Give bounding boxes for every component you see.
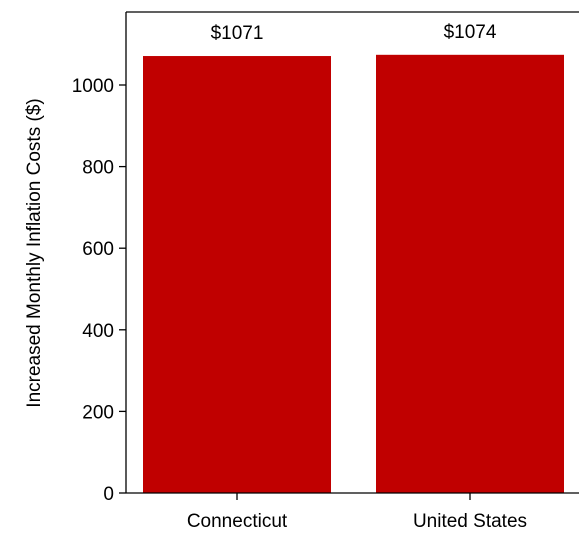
bars-layer <box>143 54 564 494</box>
x-tick-label: United States <box>413 511 527 532</box>
plot-frame <box>125 11 579 494</box>
bar-value-label: $1071 <box>211 23 264 44</box>
y-tick-label: 0 <box>103 484 114 505</box>
x-axis-ticks: Connecticut United States <box>187 493 527 532</box>
bar-value-label: $1074 <box>444 22 497 43</box>
bar-united-states <box>376 54 564 494</box>
y-tick-label: 1000 <box>72 76 114 97</box>
bar-connecticut <box>143 56 331 493</box>
y-tick-label: 200 <box>82 402 114 423</box>
y-tick-label: 800 <box>82 158 114 179</box>
y-tick-label: 600 <box>82 239 114 260</box>
y-axis-title: Increased Monthly Inflation Costs ($) <box>24 98 45 407</box>
x-tick-label: Connecticut <box>187 511 288 532</box>
y-axis-ticks: 0 200 400 600 800 1000 <box>72 76 126 505</box>
y-tick-label: 400 <box>82 321 114 342</box>
bar-data-labels: $1071 $1074 <box>211 22 497 44</box>
